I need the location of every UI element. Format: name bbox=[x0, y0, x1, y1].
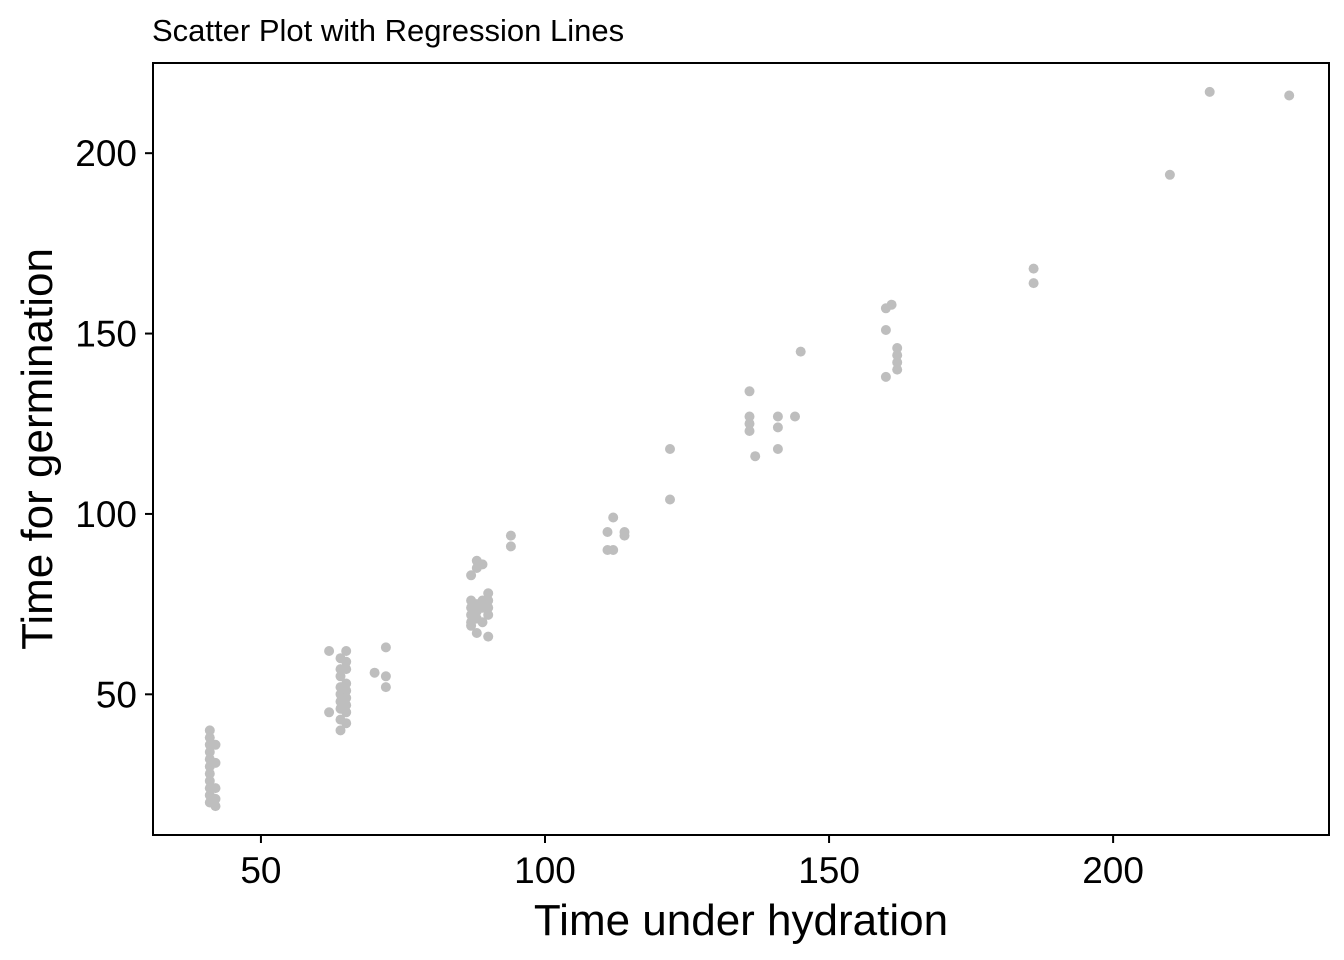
x-tick-label: 100 bbox=[514, 850, 576, 891]
data-point bbox=[341, 700, 352, 711]
data-point bbox=[341, 678, 352, 689]
x-tick-label: 50 bbox=[240, 850, 281, 891]
data-point bbox=[341, 718, 352, 729]
data-point bbox=[750, 451, 761, 462]
data-point bbox=[471, 628, 482, 638]
data-point bbox=[1028, 263, 1039, 274]
data-point bbox=[892, 350, 903, 361]
data-point bbox=[772, 411, 783, 422]
data-point bbox=[892, 357, 903, 368]
data-point bbox=[1028, 278, 1039, 289]
data-point bbox=[608, 545, 619, 555]
x-tick-label: 150 bbox=[798, 850, 860, 891]
data-point bbox=[744, 418, 755, 429]
data-point bbox=[483, 588, 494, 599]
data-point bbox=[335, 725, 346, 736]
data-point bbox=[505, 541, 516, 552]
data-point bbox=[880, 325, 891, 335]
data-point bbox=[341, 656, 352, 667]
data-point bbox=[892, 343, 903, 353]
data-point bbox=[210, 757, 221, 768]
data-point bbox=[204, 732, 215, 743]
plot-panel-border bbox=[152, 62, 1330, 836]
data-point bbox=[210, 793, 221, 804]
x-axis: 50 100 150 200 bbox=[240, 835, 1144, 891]
data-point bbox=[477, 617, 488, 628]
data-point bbox=[602, 527, 613, 537]
data-point bbox=[665, 444, 675, 454]
data-point bbox=[341, 646, 352, 656]
data-point bbox=[204, 725, 215, 736]
data-point bbox=[892, 364, 903, 375]
y-axis-title: Time for germination bbox=[13, 248, 62, 650]
x-tick-label: 200 bbox=[1082, 850, 1144, 891]
data-point bbox=[744, 386, 755, 397]
data-point bbox=[1284, 90, 1295, 101]
data-point bbox=[505, 530, 516, 541]
data-point bbox=[772, 422, 783, 433]
data-point bbox=[466, 620, 477, 631]
data-point bbox=[324, 646, 335, 656]
data-point bbox=[483, 602, 494, 613]
y-tick-label: 100 bbox=[75, 494, 137, 535]
data-points bbox=[204, 86, 1295, 812]
data-point bbox=[886, 299, 897, 310]
y-tick-label: 50 bbox=[96, 674, 137, 715]
data-point bbox=[210, 801, 221, 812]
data-point bbox=[380, 682, 391, 693]
data-point bbox=[204, 747, 215, 757]
data-point bbox=[1204, 86, 1215, 97]
data-point bbox=[341, 707, 352, 718]
data-point bbox=[483, 595, 494, 606]
data-point bbox=[795, 346, 806, 357]
data-point bbox=[772, 444, 783, 454]
data-point bbox=[369, 667, 380, 678]
data-point bbox=[341, 685, 352, 696]
data-point bbox=[744, 426, 755, 436]
x-axis-title: Time under hydration bbox=[534, 896, 948, 945]
data-point bbox=[210, 739, 221, 750]
data-point bbox=[324, 707, 335, 718]
data-point bbox=[477, 559, 488, 570]
data-point bbox=[619, 530, 630, 541]
data-point bbox=[466, 570, 477, 581]
data-point bbox=[483, 631, 494, 642]
data-point bbox=[608, 512, 619, 523]
data-point bbox=[790, 411, 800, 422]
y-tick-label: 200 bbox=[75, 133, 137, 174]
data-point bbox=[341, 692, 352, 703]
data-point bbox=[204, 768, 215, 779]
y-tick-label: 150 bbox=[75, 314, 137, 355]
data-point bbox=[335, 671, 346, 682]
data-point bbox=[1164, 169, 1175, 180]
data-point bbox=[665, 494, 675, 505]
chart-title: Scatter Plot with Regression Lines bbox=[152, 13, 624, 48]
data-point bbox=[380, 642, 391, 653]
data-point bbox=[744, 411, 755, 422]
data-point bbox=[880, 371, 891, 382]
data-point bbox=[380, 671, 391, 682]
y-axis: 50 100 150 200 bbox=[75, 133, 153, 715]
data-point bbox=[210, 783, 221, 794]
data-point bbox=[483, 609, 494, 620]
data-point bbox=[341, 664, 352, 675]
data-point bbox=[204, 775, 215, 786]
